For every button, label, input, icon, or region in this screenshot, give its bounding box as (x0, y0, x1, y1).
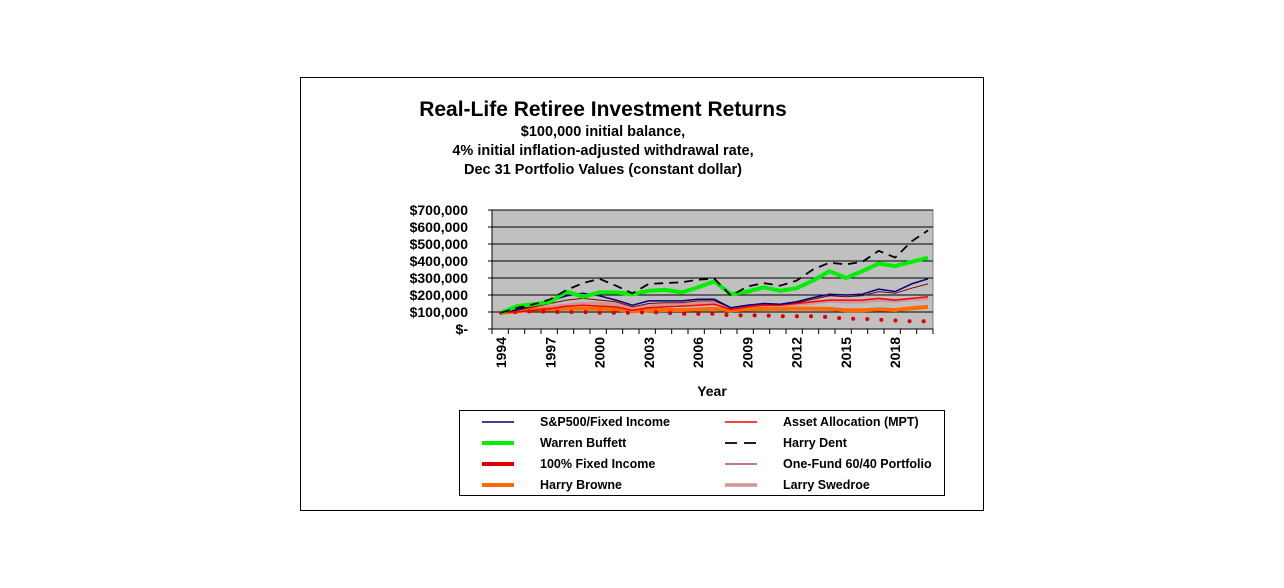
y-axis-labels: $-$100,000$200,000$300,000$400,000$500,0… (410, 202, 469, 337)
y-tick-label: $500,000 (410, 236, 469, 252)
legend-label: Harry Dent (783, 436, 847, 450)
legend-swatch (723, 481, 759, 489)
x-tick-label: 2000 (592, 337, 608, 368)
x-tick-label: 2012 (789, 337, 805, 368)
y-tick-label: $- (456, 321, 469, 337)
x-tick-label: 2009 (739, 337, 755, 368)
y-tick-label: $300,000 (410, 270, 469, 286)
chart-subtitle-line-1: $100,000 initial balance, (520, 124, 686, 140)
legend-swatch (480, 481, 516, 489)
chart-subtitle-line-2: 4% initial inflation-adjusted withdrawal… (452, 143, 754, 159)
legend-item: One-Fund 60/40 Portfolio (703, 454, 932, 474)
x-tick-label: 1994 (493, 337, 509, 368)
x-tick-label: 2015 (838, 337, 854, 368)
x-tick-label: 2006 (690, 337, 706, 368)
x-axis-labels: 1994 1997 2000 2003 2006 2009 2012 2015 2018 (493, 337, 903, 368)
legend-item: Harry Browne (460, 475, 622, 495)
line-chart: $-$100,000$200,000$300,000$400,000$500,0… (410, 202, 934, 399)
chart-frame: Real-Life Retiree Investment Returns $10… (300, 77, 984, 511)
x-tick-label: 1997 (542, 337, 558, 368)
y-tick-label: $100,000 (410, 304, 469, 320)
legend-swatch (723, 418, 759, 426)
legend-item: Harry Dent (703, 433, 847, 453)
series-line-100-fixed-income (499, 309, 930, 324)
chart-legend: S&P500/Fixed Income Asset Allocation (MPT… (459, 410, 945, 496)
series-line-harry-dent (500, 229, 929, 314)
legend-item: Warren Buffett (460, 433, 626, 453)
chart-subtitle-line-3: Dec 31 Portfolio Values (constant dollar… (464, 162, 742, 178)
y-tick-label: $700,000 (410, 202, 469, 218)
legend-label: One-Fund 60/40 Portfolio (783, 457, 932, 471)
legend-item: Larry Swedroe (703, 475, 870, 495)
y-tick-label: $400,000 (410, 253, 469, 269)
legend-label: Warren Buffett (540, 436, 627, 450)
legend-swatch (480, 460, 516, 468)
legend-item: S&P500/Fixed Income (460, 412, 670, 432)
x-tick-label: 2003 (641, 337, 657, 368)
legend-label: Asset Allocation (MPT) (783, 415, 919, 429)
y-tick-label: $200,000 (410, 287, 469, 303)
x-tick-label: 2018 (887, 337, 903, 368)
y-tick-label: $600,000 (410, 219, 469, 235)
legend-label: S&P500/Fixed Income (540, 415, 670, 429)
chart-title: Real-Life Retiree Investment Returns (419, 98, 787, 121)
series-line-one-fund-60-40-portfolio (500, 283, 929, 314)
legend-label: Harry Browne (540, 478, 622, 492)
legend-label: 100% Fixed Income (540, 457, 656, 471)
legend-swatch (723, 439, 759, 447)
legend-swatch (723, 460, 759, 468)
x-axis-title: Year (697, 383, 727, 399)
series-line-warren-buffett (500, 255, 929, 315)
legend-item: 100% Fixed Income (460, 454, 655, 474)
legend-label: Larry Swedroe (783, 478, 870, 492)
legend-swatch (480, 418, 516, 426)
legend-swatch (480, 439, 516, 447)
legend-item: Asset Allocation (MPT) (703, 412, 919, 432)
series-line-asset-allocation-mpt- (500, 295, 929, 314)
series-line-harry-browne (500, 304, 929, 315)
series-line-larry-swedroe (500, 296, 929, 315)
